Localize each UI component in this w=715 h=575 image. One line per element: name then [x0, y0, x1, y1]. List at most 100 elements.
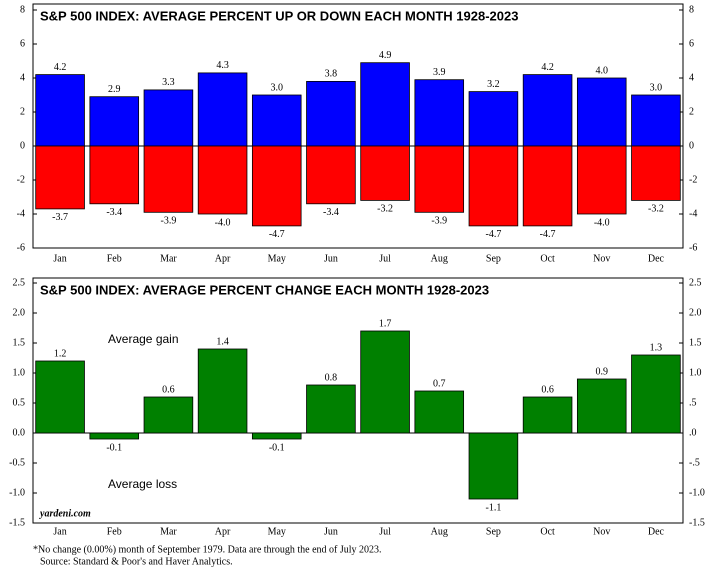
y-tick-label: -2	[17, 174, 25, 185]
y-tick-label: -6	[17, 242, 25, 253]
chart-title: S&P 500 INDEX: AVERAGE PERCENT CHANGE EA…	[40, 282, 489, 297]
y-tick-label: 8	[20, 4, 25, 15]
bar	[576, 378, 627, 434]
value-label: 1.2	[54, 348, 67, 359]
y2-tick-label: -1.5	[689, 517, 705, 528]
y2-tick-label: 4	[689, 72, 694, 83]
bar	[414, 390, 465, 434]
bar	[522, 396, 573, 434]
y2-tick-label: .0	[689, 427, 697, 438]
annotation: Average gain	[108, 332, 179, 346]
value-label: 3.8	[325, 69, 338, 80]
bar	[197, 145, 248, 215]
y-tick-label: 2.0	[13, 307, 26, 318]
bar	[631, 354, 681, 434]
x-tick-label: Dec	[648, 253, 665, 264]
y-tick-label: -0.5	[9, 457, 25, 468]
bar	[522, 74, 573, 147]
y-tick-label: -1.5	[9, 517, 25, 528]
y-tick-label: 1.5	[13, 337, 26, 348]
x-tick-label: Mar	[160, 253, 177, 264]
x-tick-label: Nov	[593, 526, 610, 537]
x-tick-label: Mar	[160, 526, 177, 537]
y2-tick-label: 8	[689, 4, 694, 15]
bar	[360, 145, 410, 201]
x-tick-label: Aug	[431, 526, 448, 537]
bar	[89, 145, 140, 205]
value-label: 3.0	[650, 82, 663, 93]
value-label: 4.2	[54, 62, 67, 73]
bar	[631, 145, 681, 201]
bar	[143, 396, 194, 434]
value-label: 2.9	[108, 84, 121, 95]
y2-tick-label: 2.5	[689, 277, 702, 288]
value-label: -1.1	[485, 502, 501, 513]
x-tick-label: Jan	[53, 526, 66, 537]
value-label: 3.9	[433, 67, 446, 78]
bar	[35, 145, 85, 210]
x-tick-label: Jul	[379, 253, 391, 264]
bar	[468, 432, 519, 500]
y-tick-label: 1.0	[13, 367, 26, 378]
annotation: yardeni.com	[39, 508, 91, 519]
bar	[89, 432, 140, 440]
bar	[414, 79, 465, 147]
value-label: -4.0	[215, 217, 231, 228]
y2-tick-label: 1.0	[689, 367, 702, 378]
bar	[251, 432, 302, 440]
bar	[306, 145, 356, 205]
x-tick-label: Feb	[107, 253, 122, 264]
y2-tick-label: 6	[689, 38, 694, 49]
y2-tick-label: 2	[689, 106, 694, 117]
value-label: -3.9	[160, 216, 176, 227]
plot-frame	[32, 3, 684, 249]
bar	[522, 145, 573, 227]
x-tick-label: Oct	[540, 253, 555, 264]
x-tick-label: Oct	[540, 526, 555, 537]
y-tick-label: 6	[20, 38, 25, 49]
bar	[360, 330, 410, 434]
value-label: -3.4	[106, 207, 122, 218]
value-label: 4.9	[379, 50, 392, 61]
value-label: 3.3	[162, 77, 175, 88]
bar	[468, 91, 519, 147]
x-tick-label: May	[268, 253, 286, 264]
x-tick-label: Jul	[379, 526, 391, 537]
value-label: -4.7	[485, 229, 501, 240]
x-tick-label: Dec	[648, 526, 665, 537]
value-label: -3.4	[323, 207, 339, 218]
value-label: -0.1	[106, 442, 122, 453]
bar	[89, 96, 140, 147]
x-tick-label: Apr	[215, 253, 231, 264]
value-label: 0.9	[596, 366, 609, 377]
value-label: -4.0	[594, 217, 610, 228]
x-tick-label: Apr	[215, 526, 231, 537]
x-tick-label: Nov	[593, 253, 610, 264]
y-tick-label: 0.5	[13, 397, 26, 408]
x-tick-label: Feb	[107, 526, 122, 537]
value-label: 0.8	[325, 372, 338, 383]
value-label: 4.0	[596, 65, 609, 76]
y-tick-label: 0	[20, 140, 25, 151]
value-label: -4.7	[269, 229, 285, 240]
bar	[360, 62, 410, 147]
y2-tick-label: 2.0	[689, 307, 702, 318]
bar	[306, 384, 356, 434]
y2-tick-label: .5	[689, 397, 697, 408]
x-tick-label: Aug	[431, 253, 448, 264]
value-label: -3.2	[648, 204, 664, 215]
x-tick-label: Jan	[53, 253, 66, 264]
value-label: 0.6	[541, 384, 554, 395]
value-label: -4.7	[540, 229, 556, 240]
x-tick-label: Jun	[324, 526, 338, 537]
bar	[576, 145, 627, 215]
x-tick-label: Sep	[486, 526, 501, 537]
footnote: Source: Standard & Poor's and Haver Anal…	[40, 556, 233, 567]
value-label: 4.2	[541, 62, 554, 73]
x-tick-label: Jun	[324, 253, 338, 264]
value-label: 4.3	[216, 60, 229, 71]
bar	[197, 348, 248, 434]
annotation: Average loss	[108, 477, 177, 491]
value-label: 1.7	[379, 318, 392, 329]
